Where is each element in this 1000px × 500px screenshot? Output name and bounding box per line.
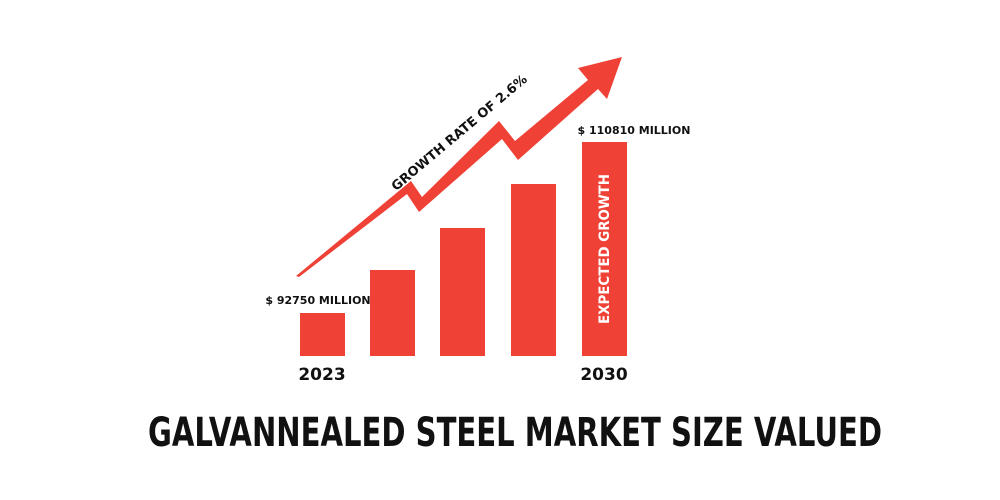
bar (582, 142, 627, 356)
start-year: 2023 (298, 365, 345, 385)
title: GALVANNEALED STEEL MARKET SIZE VALUED (148, 410, 882, 456)
bar-label: EXPECTED GROWTH (597, 174, 613, 324)
start-value-label: $ 92750 MILLION (265, 294, 370, 307)
bar (511, 184, 556, 356)
bar (370, 270, 415, 356)
bar (440, 228, 485, 356)
end-year: 2030 (580, 365, 627, 385)
growth-arrow (296, 57, 622, 277)
end-value-label: $ 110810 MILLION (578, 124, 691, 137)
bar (300, 313, 345, 356)
